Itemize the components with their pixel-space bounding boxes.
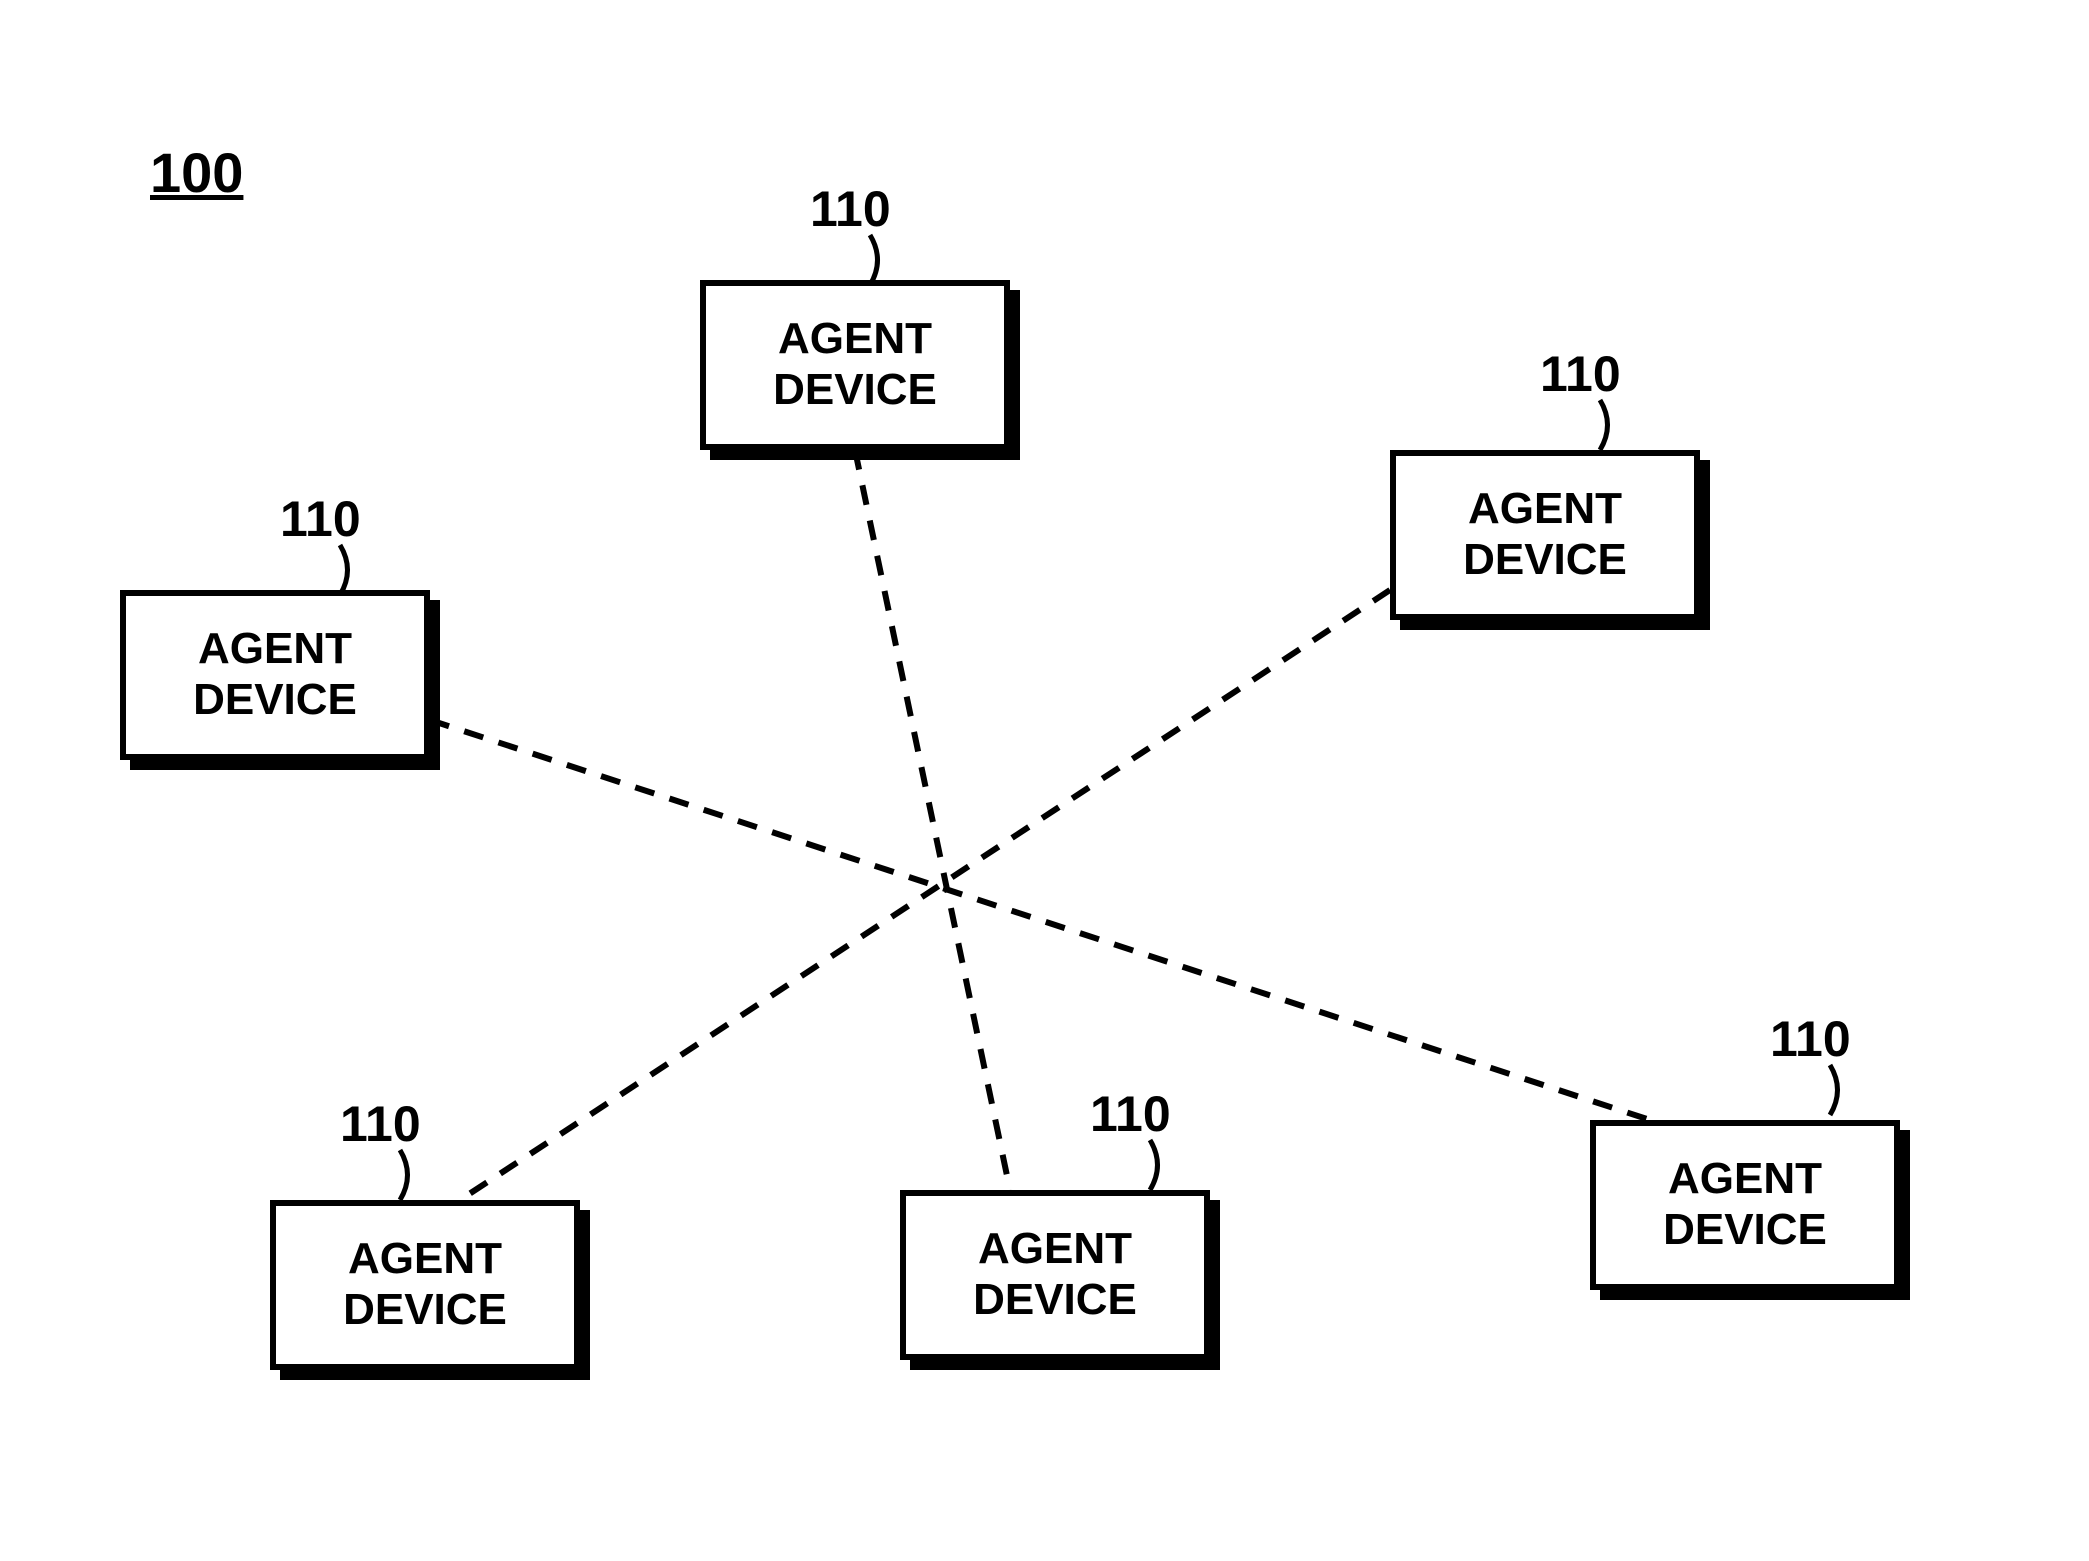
node-reference-label: 110	[340, 1095, 421, 1153]
agent-device-node: AGENTDEVICE	[900, 1190, 1210, 1360]
node-label-line: DEVICE	[973, 1275, 1137, 1326]
node-label-line: AGENT	[348, 1234, 502, 1285]
edge	[430, 720, 1650, 1120]
node-reference-label: 110	[280, 490, 361, 548]
leader-line	[1600, 400, 1608, 450]
agent-device-node: AGENTDEVICE	[270, 1200, 580, 1370]
figure-reference-label: 100	[150, 140, 243, 205]
node-label-line: DEVICE	[343, 1285, 507, 1336]
network-diagram: 100 AGENTDEVICE110AGENTDEVICE110AGENTDEV…	[0, 0, 2089, 1561]
node-label-line: AGENT	[1468, 484, 1622, 535]
leader-line	[1830, 1065, 1838, 1115]
agent-device-node: AGENTDEVICE	[120, 590, 430, 760]
leader-line	[340, 545, 348, 595]
agent-device-node: AGENTDEVICE	[1590, 1120, 1900, 1290]
leader-line	[1150, 1140, 1158, 1190]
node-reference-label: 110	[810, 180, 891, 238]
node-label-line: DEVICE	[773, 365, 937, 416]
node-label-line: AGENT	[198, 624, 352, 675]
leader-line	[870, 235, 878, 285]
node-reference-label: 110	[1770, 1010, 1851, 1068]
edge	[460, 590, 1390, 1200]
leader-line	[400, 1150, 408, 1200]
agent-device-node: AGENTDEVICE	[1390, 450, 1700, 620]
node-label-line: AGENT	[978, 1224, 1132, 1275]
agent-device-node: AGENTDEVICE	[700, 280, 1010, 450]
node-reference-label: 110	[1540, 345, 1621, 403]
node-label-line: DEVICE	[1463, 535, 1627, 586]
node-label-line: DEVICE	[1663, 1205, 1827, 1256]
node-label-line: AGENT	[778, 314, 932, 365]
node-label-line: AGENT	[1668, 1154, 1822, 1205]
node-label-line: DEVICE	[193, 675, 357, 726]
node-reference-label: 110	[1090, 1085, 1171, 1143]
edge	[855, 450, 1010, 1190]
